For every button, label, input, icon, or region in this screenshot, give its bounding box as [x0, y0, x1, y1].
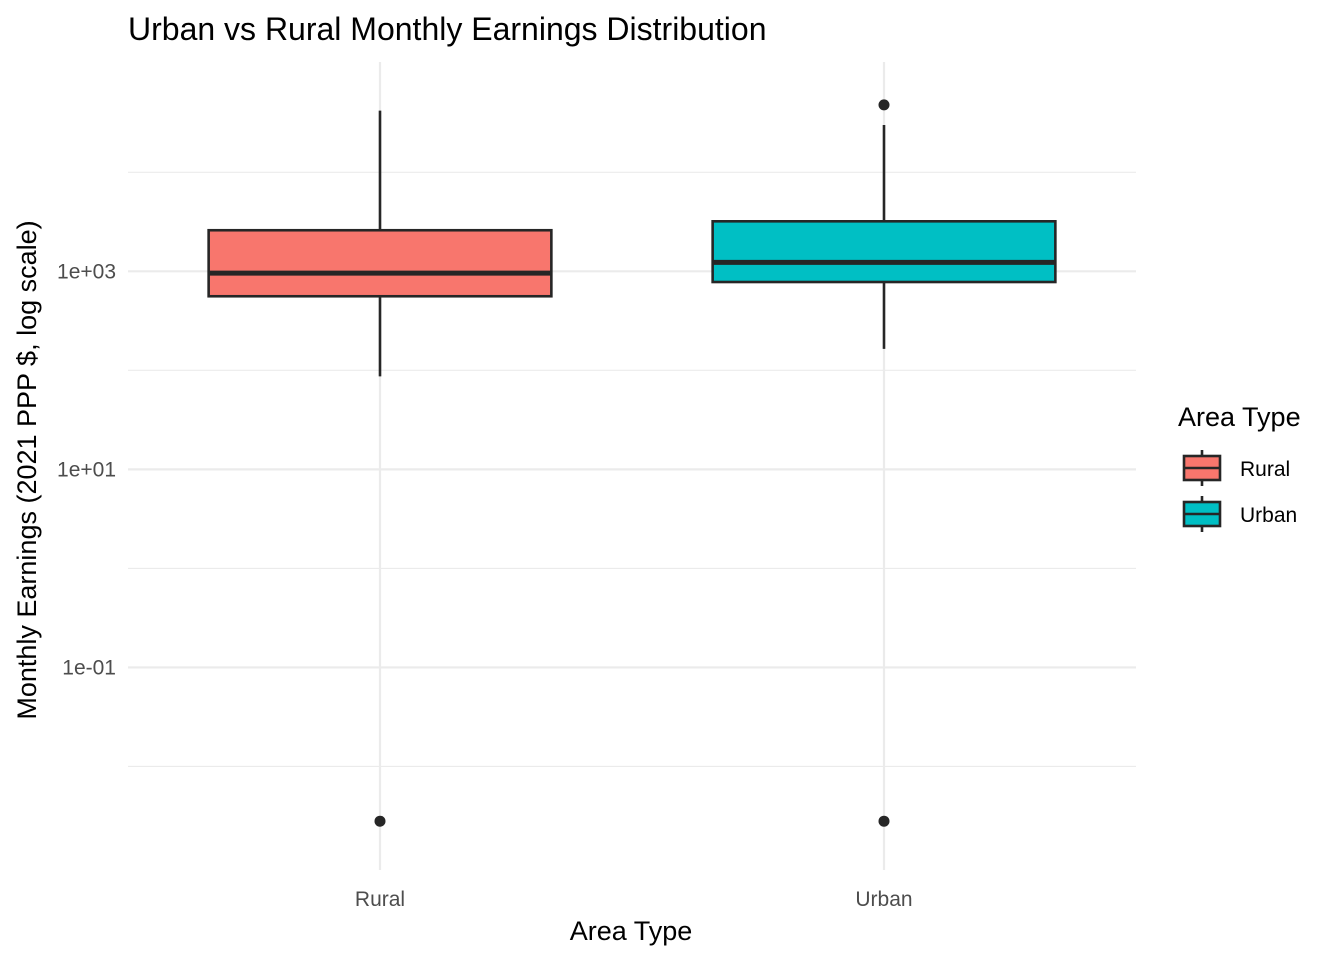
y-axis-title: Monthly Earnings (2021 PPP $, log scale) — [12, 220, 42, 719]
legend-title: Area Type — [1178, 402, 1301, 432]
y-tick-label: 1e-01 — [62, 656, 116, 679]
box-urban — [711, 99, 1057, 827]
y-tick-label: 1e+03 — [57, 260, 116, 283]
legend: Area Type Rural Urban — [1178, 402, 1301, 532]
box-rural — [207, 110, 553, 827]
outlier-point — [374, 815, 386, 827]
legend-label: Rural — [1240, 458, 1290, 481]
iqr-box — [207, 228, 553, 298]
gridlines — [128, 62, 1136, 870]
box-series — [207, 99, 1057, 827]
outlier-point — [878, 99, 890, 111]
legend-label: Urban — [1240, 504, 1297, 527]
iqr-box — [711, 220, 1057, 284]
axes: 1e-01 1e+01 1e+03 Rural Urban — [57, 260, 913, 911]
x-tick-label: Urban — [855, 888, 912, 911]
x-axis-title: Area Type — [570, 916, 693, 946]
y-tick-label: 1e+01 — [57, 458, 116, 481]
outlier-point — [878, 815, 890, 827]
legend-entry-rural: Rural — [1182, 450, 1290, 486]
chart-title: Urban vs Rural Monthly Earnings Distribu… — [128, 11, 766, 47]
legend-entry-urban: Urban — [1182, 496, 1297, 532]
x-tick-label: Rural — [355, 888, 405, 911]
